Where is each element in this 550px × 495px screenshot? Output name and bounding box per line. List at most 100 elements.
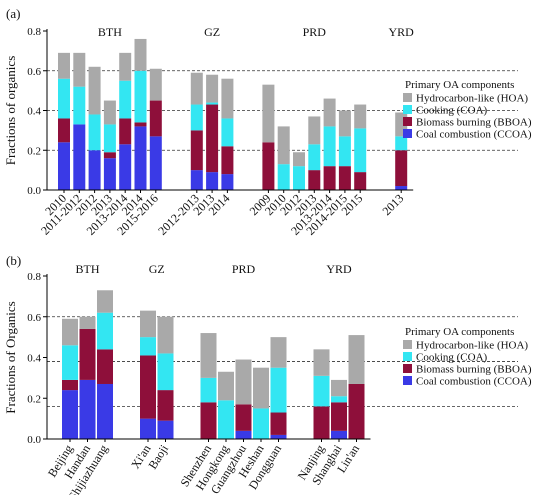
bar-segment-hoa [73, 52, 86, 87]
group-label-gz: GZ [149, 262, 165, 276]
bar-segment-ccoa [97, 383, 113, 439]
bar-segment-ccoa [103, 158, 116, 190]
group-label-bth: BTH [98, 25, 122, 39]
y-axis-label: Fractions of organics [3, 56, 18, 166]
bar-segment-coa [58, 78, 70, 119]
bar-segment-hoa [157, 316, 174, 354]
bar-segment-coa [218, 400, 234, 439]
bar-segment-hoa [190, 72, 203, 105]
bar-segment-hoa [270, 337, 287, 368]
y-tick-label: 0.8 [27, 26, 41, 38]
group-label-gz: GZ [204, 25, 220, 39]
bar-segment-bboa [221, 146, 234, 175]
bar-segment-coa [157, 353, 174, 391]
y-tick-label: 0.4 [27, 106, 41, 118]
bar-segment-bboa [149, 100, 162, 137]
bar-segment-bboa [97, 349, 113, 384]
bar-segment-ccoa [79, 379, 96, 439]
bar-segment-hoa [206, 74, 219, 103]
bar-segment-hoa [277, 126, 290, 165]
bar-segment-bboa [338, 166, 351, 190]
legend-swatch-coa [403, 105, 412, 114]
bar-segment-hoa [262, 84, 275, 143]
legend: Primary OA components Hydrocarbon-like (H… [403, 326, 532, 388]
legend: Primary OA components Hydrocarbon-like (H… [403, 79, 532, 141]
legend-swatch-bboa [403, 364, 412, 373]
bar-segment-hoa [62, 318, 78, 346]
x-tick-label: Baoji [145, 442, 171, 472]
bar-segment-bboa [79, 328, 96, 380]
bar-segment-coa [119, 80, 132, 119]
x-tick-label: 2012-2013 [155, 191, 202, 238]
chart-panel-a: (a) Fractions of organics 0.0 0.2 0.4 0.6 0.8 2… [3, 6, 532, 238]
legend-title: Primary OA components [405, 326, 514, 338]
legend-label-ccoa: Coal combustion (CCOA) [416, 376, 532, 388]
bar-segment-ccoa [62, 390, 78, 439]
bar-segment-coa [88, 114, 101, 151]
bar-segment-coa [253, 408, 269, 439]
bar-segment-ccoa [149, 136, 162, 190]
panel-label: (b) [6, 253, 21, 268]
bar-segment-bboa [140, 355, 156, 419]
bar-segment-coa [103, 124, 116, 153]
bar-segment-ccoa [157, 420, 174, 439]
bar-segment-coa [308, 144, 321, 171]
bar-segment-bboa [323, 166, 336, 190]
bar-segment-hoa [218, 371, 234, 401]
legend-label-coa: Cooking (COA) [416, 105, 488, 117]
bar-segment-bboa [354, 172, 367, 190]
bar-segment-bboa [270, 412, 287, 435]
bar-segment-hoa [97, 290, 113, 313]
bar-segment-bboa [190, 130, 203, 171]
bar-segment-ccoa [190, 170, 203, 190]
bar-segment-ccoa [395, 186, 408, 190]
legend-swatch-hoa [403, 340, 412, 349]
bar-segment-bboa [134, 122, 147, 127]
bar-segment-hoa [200, 333, 217, 378]
bar-segment-coa [354, 128, 367, 173]
bar-segment-bboa [331, 402, 347, 431]
bar-segment-coa [190, 104, 203, 131]
bar-segment-coa [323, 126, 336, 167]
bar-segment-hoa [103, 100, 116, 125]
legend-label-coa: Cooking (COA) [416, 352, 488, 364]
bar-segment-hoa [149, 68, 162, 101]
bar-segment-coa [293, 166, 305, 190]
y-tick-label: 0.0 [27, 185, 41, 197]
bar-segment-coa [331, 396, 347, 403]
bar-segment-hoa [338, 110, 351, 137]
bar-segment-coa [277, 164, 290, 190]
bar-segment-hoa [308, 116, 321, 145]
bar-segment-coa [73, 86, 86, 125]
bar-segment-coa [62, 345, 78, 380]
group-label-yrd: YRD [326, 262, 352, 276]
bar-segment-bboa [348, 383, 365, 439]
group-label-bth: BTH [76, 262, 100, 276]
bar-segment-ccoa [270, 434, 287, 439]
bar-segment-hoa [58, 52, 70, 79]
bar-segment-bboa [62, 379, 78, 391]
bar-segment-hoa [119, 52, 132, 81]
bar-segment-coa [270, 367, 287, 413]
bar-segment-hoa [313, 349, 330, 376]
y-tick-label: 0.0 [27, 434, 41, 446]
bar-segment-ccoa [235, 430, 252, 439]
y-tick-label: 0.2 [27, 393, 41, 405]
bar-segment-coa [134, 70, 147, 123]
bar-segment-ccoa [73, 124, 86, 190]
group-label-prd: PRD [303, 25, 327, 39]
bar-segment-coa [395, 136, 408, 151]
bar-segment-bboa [395, 150, 408, 187]
bar-segment-ccoa [58, 142, 70, 190]
legend-label-bboa: Biomass burning (BBOA) [416, 117, 532, 129]
bar-segment-coa [200, 377, 217, 403]
bar-segment-hoa [293, 152, 305, 167]
panel-label: (a) [6, 6, 20, 21]
bar-segment-hoa [323, 98, 336, 127]
legend-label-ccoa: Coal combustion (CCOA) [416, 129, 532, 141]
legend-swatch-coa [403, 352, 412, 361]
y-tick-label: 0.2 [27, 145, 41, 157]
bar-segment-hoa [354, 104, 367, 129]
bar-segment-bboa [200, 402, 217, 439]
